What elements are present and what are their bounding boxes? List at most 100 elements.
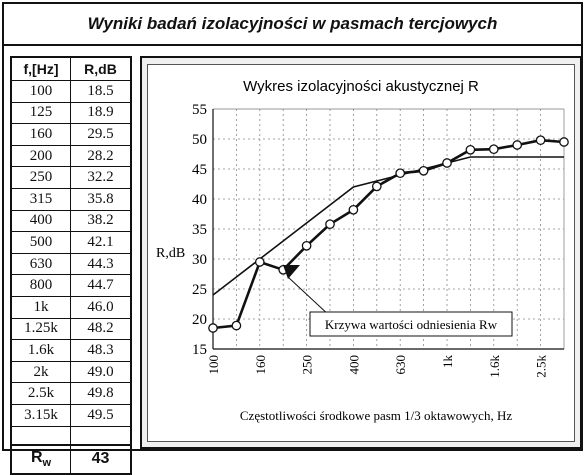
y-axis-label: R,dB [156, 246, 185, 261]
data-point [208, 323, 218, 333]
r-value-cell: 29.5 [70, 123, 132, 146]
y-tick-label: 40 [192, 192, 207, 208]
r-value-cell: 35.8 [70, 187, 132, 211]
table-row: 800 44.7 [10, 274, 132, 297]
rw-value: 43 [70, 443, 132, 474]
chart-panel: Wykres izolacyjności akustycznej R R,dB … [140, 56, 582, 449]
rw-subscript: w [42, 457, 52, 470]
frequency-cell: 2.5k [10, 382, 71, 405]
y-tick-label: 35 [192, 222, 207, 238]
r-value-cell: 48.2 [70, 317, 132, 341]
rw-symbol: R [30, 448, 43, 466]
data-series [213, 138, 564, 330]
table-row: 3.15k 49.5 [10, 403, 132, 427]
annotation-label: Krzywa wartości odniesienia Rw [325, 317, 498, 332]
frequency-cell: 315 [10, 187, 71, 211]
data-point [325, 219, 335, 230]
x-tick-label: 100 [206, 355, 221, 375]
r-value-cell: 42.1 [70, 231, 132, 254]
y-tick-label: 20 [192, 312, 207, 328]
data-point [395, 168, 406, 179]
frequency-cell: 400 [10, 209, 71, 233]
data-point [301, 240, 312, 251]
table-row: 315 35.8 [10, 187, 132, 211]
table-row: 200 28.2 [10, 144, 132, 168]
r-value-cell: 44.3 [70, 252, 132, 276]
table-row: 1.25k 48.2 [10, 317, 132, 341]
rw-row: Rw 43 [10, 443, 132, 474]
table-body: 100 18.5 125 18.9 160 29.5 200 28.2 250 32.2 315 35… [10, 80, 132, 474]
data-point [559, 137, 569, 147]
chart-area: Wykres izolacyjności akustycznej R R,dB … [147, 64, 575, 442]
table-row: 1k 46.0 [10, 295, 132, 319]
frequency-cell: 1.25k [10, 317, 71, 341]
x-tick-label: 250 [300, 355, 315, 375]
x-tick-label: 1.6k [487, 355, 502, 378]
data-point [488, 144, 499, 155]
y-tick-label: 45 [192, 162, 207, 178]
data-markers [208, 135, 569, 333]
measured-curve [213, 138, 564, 330]
chart-title: Wykres izolacyjności akustycznej R [243, 78, 479, 95]
annotation-arrow-icon [283, 265, 300, 279]
y-tick-label: 50 [192, 132, 207, 148]
x-tick-label: 630 [393, 355, 408, 375]
rw-label: Rw [10, 443, 71, 474]
table-row: 125 18.9 [10, 101, 132, 125]
reference-annotation: Krzywa wartości odniesienia Rw [283, 265, 513, 337]
frequency-cell: 500 [10, 231, 71, 254]
r-value-cell: 18.5 [70, 80, 132, 103]
y-tick-label: 25 [192, 282, 207, 298]
table-row: 100 18.5 [10, 80, 132, 103]
frequency-cell: 100 [10, 80, 71, 103]
table-row: 2k 49.0 [10, 360, 132, 384]
data-point [254, 257, 265, 267]
table-row: 1.6k 48.3 [10, 339, 132, 362]
table-row: 500 42.1 [10, 231, 132, 254]
table-row: 250 32.2 [10, 166, 132, 189]
table-row: 630 44.3 [10, 252, 132, 276]
table-row: 400 38.2 [10, 209, 132, 233]
frequency-cell: 250 [10, 166, 71, 189]
header-frequency: f,[Hz] [10, 56, 71, 81]
data-point [418, 165, 429, 176]
frequency-cell: 3.15k [10, 403, 71, 427]
frequency-cell: 160 [10, 123, 71, 146]
data-point [442, 158, 452, 168]
table-row: 160 29.5 [10, 123, 132, 146]
r-value-cell: 48.3 [70, 339, 132, 362]
frequency-cell: 2k [10, 360, 71, 384]
data-point [371, 181, 382, 192]
annotation-box [309, 311, 513, 337]
table-spacer-row [10, 425, 132, 445]
data-point [231, 320, 242, 331]
r-value-cell: 32.2 [70, 166, 132, 189]
frequency-cell: 125 [10, 101, 71, 125]
data-point [348, 204, 359, 215]
y-tick-label: 55 [192, 102, 207, 118]
r-value-cell: 49.8 [70, 382, 132, 405]
data-point [512, 140, 523, 150]
r-value-cell: 44.7 [70, 274, 132, 297]
x-tick-label: 1k [440, 355, 455, 369]
data-point [465, 144, 476, 155]
r-value-cell: 49.0 [70, 360, 132, 384]
x-tick-label: 160 [253, 355, 268, 375]
x-tick-labels: 100 160 250 400 630 1k 1.6k 2.5k [206, 355, 549, 378]
data-point [535, 135, 546, 146]
x-tick-label: 2.5k [534, 355, 549, 378]
y-tick-labels: 15 20 25 30 35 40 45 50 55 [192, 102, 207, 358]
annotation-leader-line [287, 276, 332, 318]
reference-curve [213, 156, 564, 296]
frequency-cell: 630 [10, 252, 71, 276]
table-header-row: f,[Hz] R,dB [10, 56, 132, 81]
x-axis-label: Częstotliwości środkowe pasm 1/3 oktawow… [240, 408, 512, 423]
frequency-cell: 800 [10, 274, 71, 297]
frequency-cell: 1k [10, 295, 71, 319]
header-r-db: R,dB [70, 56, 132, 81]
r-value-cell: 18.9 [70, 101, 132, 125]
r-value-cell: 28.2 [70, 144, 132, 168]
empty-cell [10, 425, 71, 445]
table-row: 2.5k 49.8 [10, 382, 132, 405]
